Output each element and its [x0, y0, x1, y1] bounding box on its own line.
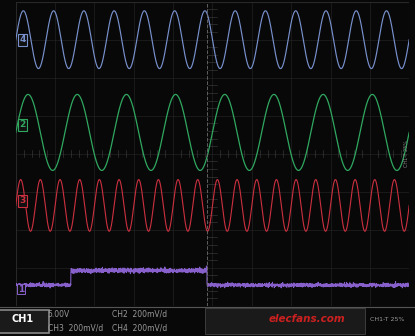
Text: 2: 2 — [20, 120, 26, 129]
Text: CH3  200mV/d: CH3 200mV/d — [48, 323, 103, 332]
Text: CH1-T 25%: CH1-T 25% — [370, 317, 405, 322]
Text: CH1: CH1 — [12, 314, 34, 324]
Text: CH4  200mV/d: CH4 200mV/d — [112, 323, 167, 332]
Text: 1: 1 — [18, 285, 24, 294]
Text: elecfans.com: elecfans.com — [269, 314, 346, 324]
Text: CH2  200mV/d: CH2 200mV/d — [112, 310, 167, 319]
Text: 5.00V: 5.00V — [48, 310, 70, 319]
Text: 3: 3 — [20, 196, 26, 205]
FancyBboxPatch shape — [0, 310, 49, 333]
FancyBboxPatch shape — [205, 307, 365, 334]
Text: 4: 4 — [19, 35, 26, 44]
Text: CH1-T 25%: CH1-T 25% — [403, 140, 408, 167]
